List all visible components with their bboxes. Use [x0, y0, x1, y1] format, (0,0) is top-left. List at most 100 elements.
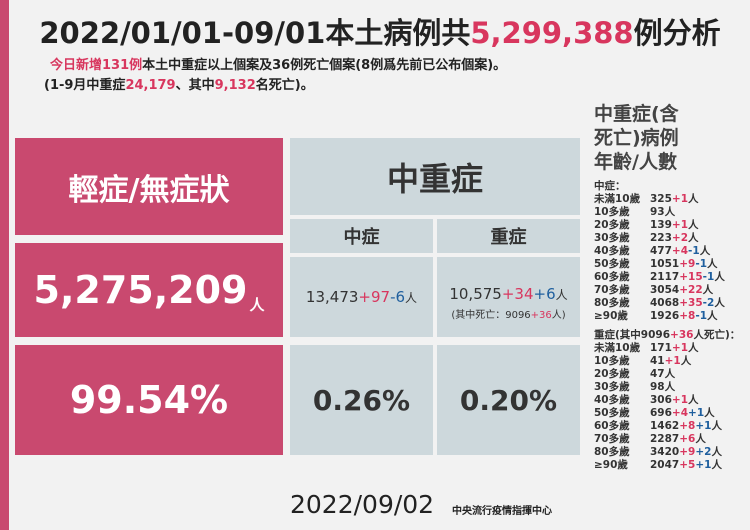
- age-label: 60多歲: [594, 420, 630, 432]
- age-count: 2117: [650, 271, 680, 283]
- age-unit: 人: [688, 193, 699, 205]
- subtitle: 今日新增131例本土中重症以上個案及36例死亡個案(8例爲先前已公布個案)。: [50, 54, 506, 73]
- age-row: 10多歲 93 人: [594, 206, 750, 219]
- serious-header: 中重症: [290, 138, 580, 215]
- age-count: 1926: [650, 310, 680, 322]
- age-panel-title: 中重症(含 死亡)病例 年齡/人數: [594, 102, 750, 174]
- age-unit: 人: [664, 206, 676, 218]
- subtitle-text: 本土中重症以上個案及36例死亡個案(8例爲先前已公布個案)。: [142, 58, 507, 73]
- age-label: ≥90歲: [594, 310, 628, 322]
- age-count: 4068: [650, 297, 680, 309]
- age-change: +5: [679, 459, 696, 471]
- text: 10,575: [449, 285, 502, 303]
- age-count: 98: [650, 381, 665, 393]
- severe-label-text: 人死亡)：: [693, 329, 741, 341]
- age-unit: 人: [664, 368, 676, 380]
- age-count: 477: [650, 245, 672, 257]
- age-unit: 人: [702, 284, 714, 296]
- age-change: +1: [695, 420, 712, 432]
- text: 10,575+34+6人: [437, 285, 580, 303]
- age-label: 20多歲: [594, 219, 630, 231]
- text: 5,275,209: [33, 268, 248, 312]
- age-unit: 人: [695, 433, 706, 445]
- age-change: +1: [695, 459, 712, 471]
- text: 中症： 未滿10歲 325 +1 人 10多歲 93 人 20多歲 139 +1 人 30多歲 223 +2…: [594, 180, 750, 472]
- age-count: 306: [650, 394, 672, 406]
- severe-label-change: +36: [670, 329, 694, 341]
- age-row: 20多歲 139 +1 人: [594, 219, 750, 232]
- moderate-label: 中症：: [594, 180, 626, 192]
- age-change: -1: [695, 258, 708, 270]
- mild-header: 輕症/無症狀: [15, 138, 283, 235]
- age-change: -1: [695, 310, 708, 322]
- age-row: 60多歲 1462 +8 +1 人: [594, 420, 750, 433]
- age-count: 2287: [650, 433, 680, 445]
- text: 、其中: [175, 78, 215, 93]
- age-unit: 人: [704, 407, 715, 419]
- age-unit: 人: [664, 381, 676, 393]
- age-unit: 人: [714, 297, 725, 309]
- age-label: 未滿10歲: [594, 342, 641, 354]
- age-row: 50多歲 1051 +9 -1 人: [594, 258, 750, 271]
- age-label: 40多歲: [594, 245, 630, 257]
- age-row: 40多歲 306 +1 人: [594, 394, 750, 407]
- age-change: +1: [664, 355, 681, 367]
- age-count: 2047: [650, 459, 680, 471]
- age-change: +2: [671, 232, 689, 244]
- age-label: 50多歲: [594, 407, 630, 419]
- severe-count: 10,575+34+6人 (其中死亡：9096+36人): [437, 257, 580, 337]
- age-unit: 人: [688, 394, 699, 406]
- accent-bar: [0, 0, 9, 530]
- age-count: 93: [650, 206, 665, 218]
- age-row: ≥90歲 1926 +8 -1 人: [594, 310, 750, 323]
- title: 2022/01/01-09/01本土病例共5,299,388例分析: [20, 10, 740, 52]
- mild-pct: 99.54%: [15, 345, 283, 455]
- age-row: 70多歲 3054 +22 人: [594, 284, 750, 297]
- age-count: 223: [650, 232, 672, 244]
- age-label: 30多歲: [594, 232, 630, 244]
- age-change: +1: [671, 342, 689, 354]
- age-row: 50多歲 696 +4 +1 人: [594, 407, 750, 420]
- age-row: ≥90歲 2047 +5 +1 人: [594, 459, 750, 472]
- age-unit: 人: [711, 420, 722, 432]
- age-unit: 人: [714, 271, 725, 283]
- age-row: 40多歲 477 +4 -1 人: [594, 245, 750, 258]
- age-count: 139: [650, 219, 672, 231]
- age-label: 80多歲: [594, 446, 630, 458]
- age-unit: 人: [707, 258, 718, 270]
- age-unit: 人: [680, 355, 692, 367]
- age-row: 30多歲 98 人: [594, 381, 750, 394]
- age-row: 80多歲 4068 +35 -2 人: [594, 297, 750, 310]
- age-count: 41: [650, 355, 665, 367]
- age-count: 3054: [650, 284, 680, 296]
- age-change: +1: [671, 193, 689, 205]
- title-total: 5,299,388: [470, 16, 634, 50]
- age-label: 30多歲: [594, 381, 630, 393]
- text: (其中死亡：9096+36人): [437, 306, 580, 321]
- age-label: 未滿10歲: [594, 193, 641, 205]
- text: +36: [530, 310, 552, 321]
- age-label: 60多歲: [594, 271, 630, 283]
- text: 9,132: [214, 78, 256, 93]
- age-unit: 人: [699, 245, 711, 257]
- age-label: ≥90歲: [594, 459, 628, 471]
- age-panel-title-line: 中重症(含: [594, 103, 679, 125]
- age-change: +8: [679, 420, 696, 432]
- age-count: 325: [650, 193, 672, 205]
- text: +34: [501, 285, 534, 303]
- age-label: 40多歲: [594, 394, 630, 406]
- age-unit: 人: [688, 342, 699, 354]
- severe-header: 重症: [437, 219, 580, 253]
- text: (其中死亡：9096: [451, 310, 531, 321]
- age-change: -2: [702, 297, 715, 309]
- age-change: +1: [688, 407, 705, 419]
- text: +97: [358, 288, 391, 306]
- age-change: -1: [688, 245, 700, 257]
- age-panel-title-line: 年齡/人數: [594, 151, 677, 173]
- age-label: 80多歲: [594, 297, 630, 309]
- age-change: +4: [671, 407, 689, 419]
- text: +6: [533, 285, 556, 303]
- age-change: +4: [671, 245, 689, 257]
- age-change: +1: [671, 394, 689, 406]
- age-unit: 人: [711, 459, 722, 471]
